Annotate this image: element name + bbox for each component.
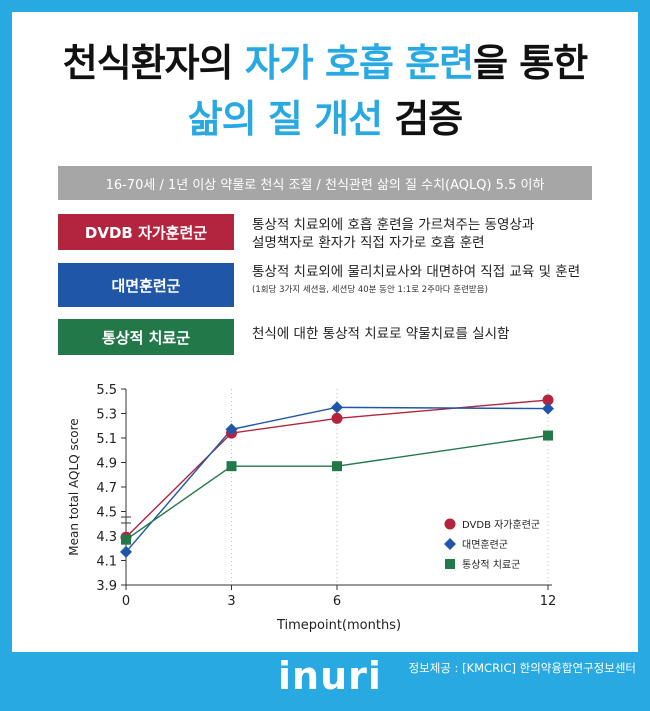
group-label-dvdb: DVDB 자가훈련군 [58, 214, 234, 250]
legend-label-0: DVDB 자가훈련군 [462, 518, 540, 531]
y-tick-label-5.5: 5.5 [96, 383, 117, 398]
legend-label-1: 대면훈련군 [462, 538, 508, 551]
group-desc-facetoface-line1: 통상적 치료외에 물리치료사와 대면하여 직접 교육 및 훈련 [252, 264, 581, 280]
group-desc-facetoface-note: (1회당 3가지 세션을, 세션당 40분 동안 1:1로 2주마다 훈련받음) [252, 285, 488, 295]
aqlq-line-chart: 3.9 4.1 4.3 4.5 4.7 4.9 5.1 5.3 5.5 0 3 6 12 Timepoin… [67, 383, 557, 633]
legend-marker-2 [445, 559, 455, 569]
y-tick-label-4.1: 4.1 [96, 555, 117, 570]
series-line-1 [125, 406, 549, 553]
x-tick-label-6: 6 [333, 594, 341, 609]
x-tick-label-12: 12 [540, 594, 557, 609]
data-point-s0-x12 [542, 394, 554, 406]
x-tick-label-3: 3 [227, 594, 235, 609]
title-line-2: 삶의 질 개선 검증 [12, 88, 638, 143]
y-tick-label-4.5: 4.5 [96, 506, 117, 521]
data-point-s1-x0 [120, 545, 132, 558]
data-point-s2-x3 [226, 461, 237, 472]
infographic-card: 천식환자의 자가 호흡 훈련을 통한 삶의 질 개선 검증 16-70세 / 1… [12, 12, 638, 652]
legend-label-2: 통상적 치료군 [462, 559, 520, 571]
inuri-logo: inuri [278, 654, 382, 698]
title-suffix: 을 통한 [473, 41, 588, 85]
title-highlight: 자가 호흡 훈련 [244, 41, 474, 85]
y-tick-label-5.1: 5.1 [96, 432, 117, 447]
data-point-s2-x12 [543, 430, 553, 441]
group-desc-dvdb: 통상적 치료외에 호흡 훈련을 가르쳐주는 동영상과 설명책자로 환자가 직접 … [252, 216, 622, 252]
group-desc-dvdb-line2: 설명책자로 환자가 직접 자가로 호흡 훈련 [252, 235, 485, 251]
y-tick-label-4.7: 4.7 [96, 481, 117, 496]
x-axis-label: Timepoint(months) [276, 618, 401, 633]
title2-suffix: 검증 [394, 97, 463, 141]
group-label-facetoface: 대면훈련군 [58, 263, 234, 307]
y-tick-label-4.9: 4.9 [96, 457, 117, 472]
group-desc-usualcare: 천식에 대한 통상적 치료로 약물치료를 실시함 [252, 326, 510, 342]
series-line-0 [125, 399, 549, 538]
x-tick-label-0: 0 [122, 594, 130, 609]
inclusion-criteria-bar: 16-70세 / 1년 이상 약물로 천식 조절 / 천식관련 삶의 질 수치(… [58, 166, 592, 200]
y-tick-label-4.3: 4.3 [96, 530, 117, 545]
legend-marker-1 [444, 538, 456, 550]
group-desc-facetoface: 통상적 치료외에 물리치료사와 대면하여 직접 교육 및 훈련 (1회당 3가지… [252, 263, 622, 297]
group-desc-dvdb-line1: 통상적 치료외에 호흡 훈련을 가르쳐주는 동영상과 [252, 217, 535, 233]
data-point-s2-x6 [332, 461, 342, 472]
data-point-s1-x6 [331, 401, 343, 414]
title-line-1: 천식환자의 자가 호흡 훈련을 통한 [12, 32, 638, 87]
data-point-s2-x0 [121, 534, 131, 545]
group-label-usualcare: 통상적 치료군 [58, 319, 234, 355]
title2-highlight: 삶의 질 개선 [187, 97, 383, 141]
y-axis-label: Mean total AQLQ score [67, 418, 81, 555]
series-line-2 [125, 434, 549, 541]
data-point-s1-x3 [225, 423, 238, 436]
footer-credit: 정보제공 : [KMCRIC] 한의약융합연구정보센터 [408, 661, 636, 675]
data-point-s1-x12 [542, 402, 554, 415]
legend-marker-0 [444, 518, 456, 530]
data-point-s0-x6 [331, 412, 343, 424]
title-prefix: 천식환자의 [62, 41, 234, 85]
y-tick-label-3.9: 3.9 [96, 579, 117, 594]
y-tick-label-5.3: 5.3 [96, 408, 117, 423]
